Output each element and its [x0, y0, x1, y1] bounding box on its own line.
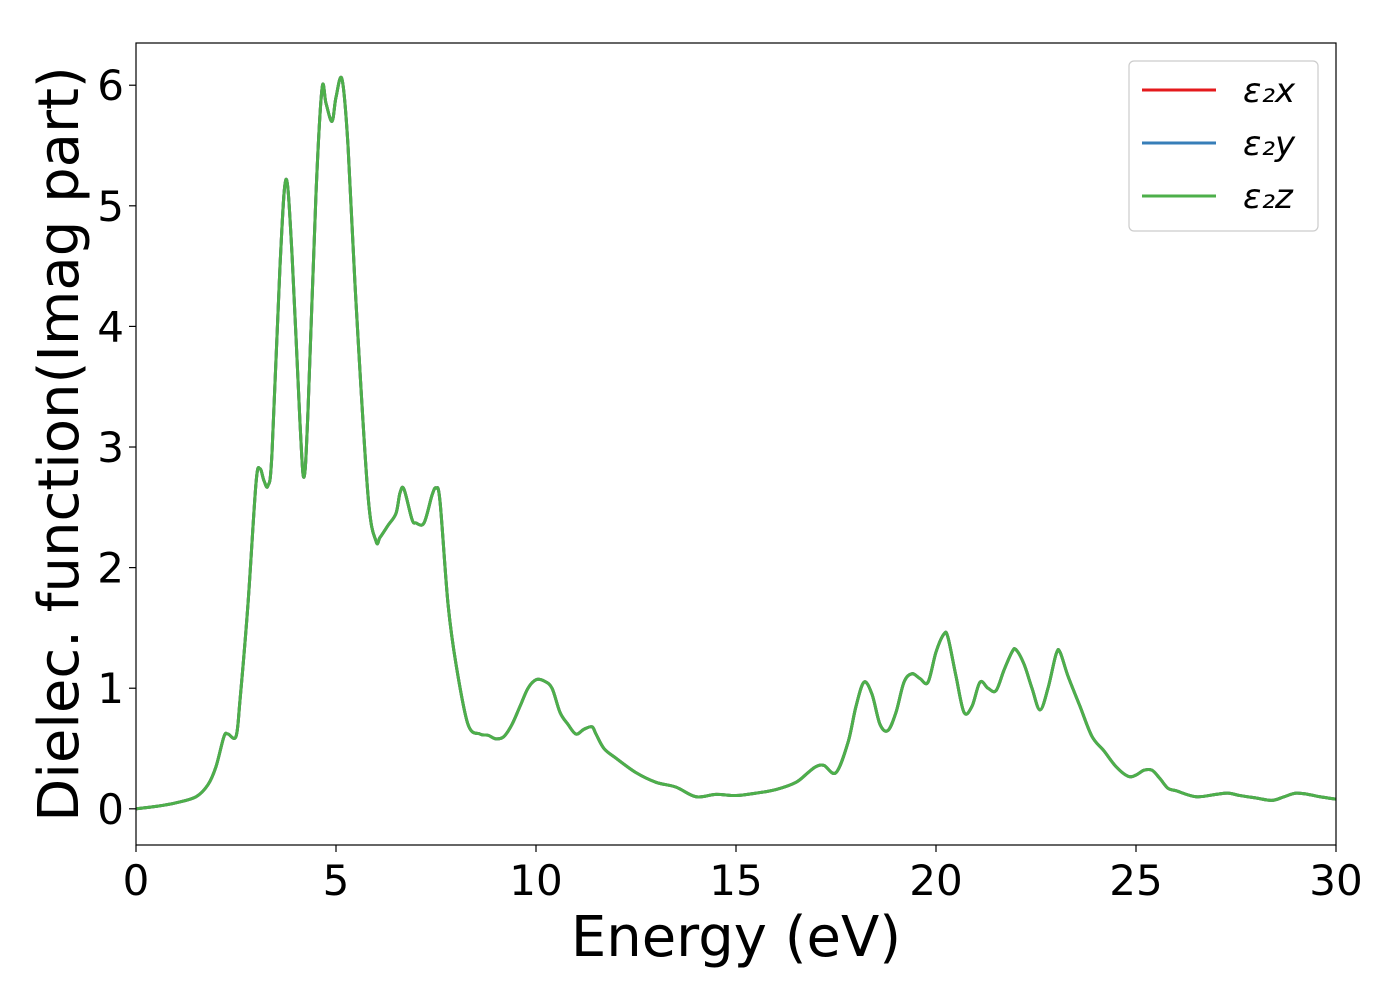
y-tick-label: 0	[97, 785, 124, 834]
y-tick-label: 5	[97, 182, 124, 231]
y-tick-label: 2	[97, 544, 124, 593]
x-axis-ticks: 0 5 10 15 20 25 30	[123, 845, 1363, 905]
y-tick-label: 1	[97, 664, 124, 713]
x-tick-label: 10	[509, 856, 562, 905]
x-tick-label: 20	[909, 856, 962, 905]
x-tick-label: 15	[709, 856, 762, 905]
x-tick-label: 30	[1309, 856, 1362, 905]
y-tick-label: 4	[97, 302, 124, 351]
x-tick-label: 25	[1109, 856, 1162, 905]
y-axis-title: Dielec. function(Imag part)	[27, 66, 92, 822]
y-tick-label: 6	[97, 61, 124, 110]
legend-label: ε₂z	[1243, 177, 1294, 217]
legend: ε₂x ε₂y ε₂z	[1128, 60, 1319, 232]
x-axis-title: Energy (eV)	[571, 905, 901, 970]
legend-label: ε₂x	[1243, 71, 1296, 111]
legend-label: ε₂y	[1243, 124, 1296, 164]
legend-box	[1128, 60, 1319, 232]
y-axis-ticks: 0 1 2 3 4 5 6	[97, 61, 136, 834]
y-tick-label: 3	[97, 423, 124, 472]
x-tick-label: 5	[323, 856, 350, 905]
series-line-3	[136, 75, 1336, 811]
plot-area	[136, 75, 1336, 811]
x-tick-label: 0	[123, 856, 150, 905]
